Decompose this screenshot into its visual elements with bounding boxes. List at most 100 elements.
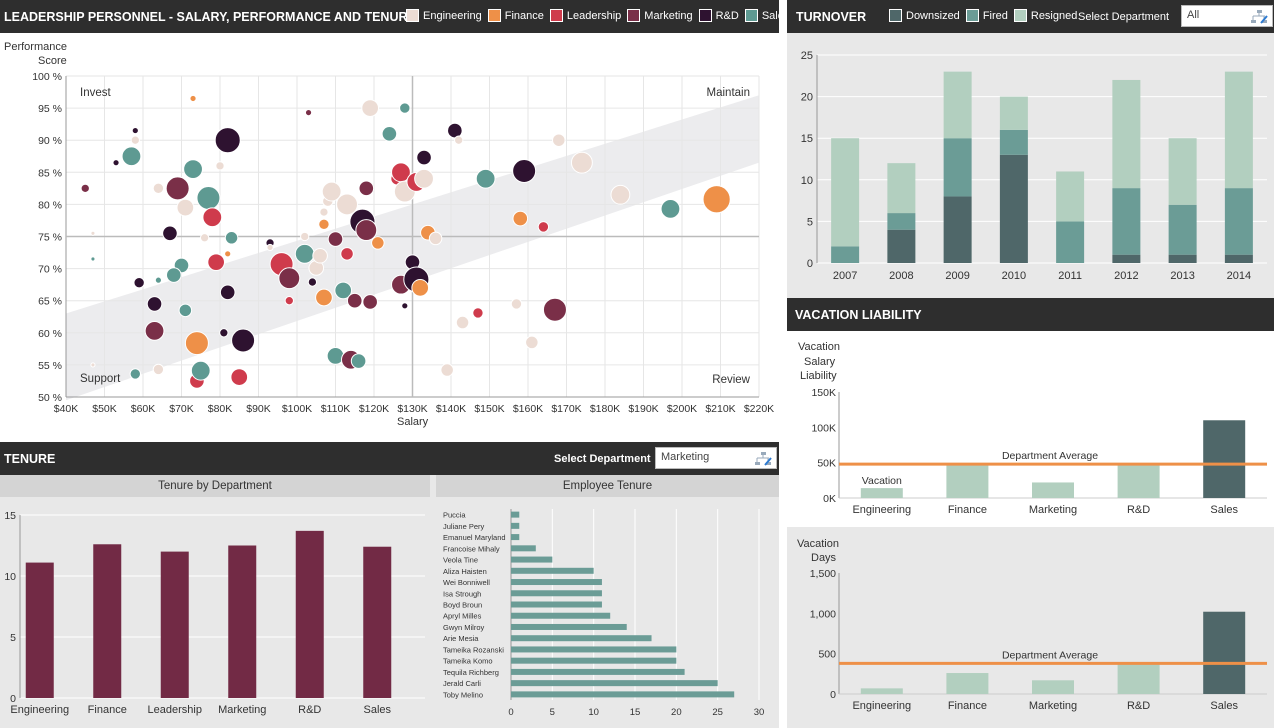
vacation_salary-y-tick: 100K [811, 422, 836, 434]
hierarchy-icon [755, 452, 772, 466]
turnover-chart: 0 5 10 15 20 25 2007 2008 2009 2010 2011 2012 2013 20… [801, 50, 1267, 282]
scatter-point [660, 198, 681, 219]
vacation_salary-x-tick: R&D [1127, 504, 1150, 516]
scatter-point [224, 231, 239, 245]
emp-name-label: Apryl Milles [443, 612, 482, 621]
turnover-legend-item[interactable]: Downsized [889, 9, 960, 22]
scatter-y-tick: 75 % [38, 232, 62, 244]
turnover-legend-item[interactable]: Fired [965, 9, 1008, 22]
scatter-x-tick: $40K [54, 403, 79, 415]
turnover-department-select[interactable]: All [1181, 5, 1273, 27]
scatter-point [358, 180, 375, 197]
employee-tenure-subtitle: Employee Tenure [436, 475, 779, 497]
scatter-point [321, 181, 342, 202]
turnover-bar-fired [1224, 188, 1253, 255]
scatter-y-tick: 85 % [38, 167, 62, 179]
scatter-y-tick: 70 % [38, 264, 62, 276]
turnover-bar-resigned [999, 96, 1028, 130]
scatter-point [165, 176, 190, 201]
vacation_days-bar [1032, 680, 1074, 694]
scatter-y-tick: 60 % [38, 328, 62, 340]
scatter-point [146, 296, 163, 312]
tenure-select-label: Select Department [554, 453, 651, 465]
scatter-point [362, 294, 378, 310]
emp-x-tick: 25 [712, 707, 723, 718]
tenure-panel: TENURE Select Department Marketing Tenur… [0, 442, 779, 728]
scatter-point [440, 363, 454, 377]
scatter-point [219, 328, 229, 338]
scatter-legend-item[interactable]: Engineering [406, 9, 482, 22]
scatter-point [129, 368, 142, 380]
emp-name-label: Francoise Mihaly [443, 544, 500, 553]
tenure-x-tick: R&D [298, 704, 321, 716]
scatter-point [315, 288, 333, 307]
scatter-legend-item[interactable]: Marketing [627, 9, 693, 22]
scatter-point [570, 151, 593, 174]
scatter-point [340, 247, 354, 261]
scatter-point [131, 126, 139, 135]
emp-name-label: Gwyn Milroy [443, 623, 485, 632]
vacation-bar-annotation: Vacation [862, 475, 902, 487]
emp-bar [511, 567, 594, 574]
scatter-point [219, 284, 236, 301]
scatter-point [525, 335, 539, 350]
scatter-point [399, 102, 411, 114]
scatter-x-tick: $80K [208, 403, 233, 415]
quadrant-label-support: Support [80, 373, 121, 385]
emp-name-label: Emanuel Maryland [443, 533, 506, 542]
emp-bar [511, 668, 685, 675]
scatter-point [214, 127, 241, 154]
turnover-x-tick: 2007 [833, 270, 857, 282]
scatter-point [336, 193, 358, 216]
vacation_days-bar [1117, 664, 1160, 694]
turnover-bar-resigned [1168, 138, 1197, 205]
emp-bar [511, 590, 602, 597]
emp-bar [511, 534, 520, 541]
emp-name-label: Aliza Haisten [443, 567, 487, 576]
vacation-days-chart: 0 500 1,000 1,500 Engineering Finance Marketin… [810, 568, 1267, 712]
turnover-header: TURNOVER Downsized Fired Resigned Select D… [787, 0, 1274, 33]
vacation_salary-y-tick: 150K [811, 387, 836, 399]
scatter-point [381, 125, 398, 142]
scatter-point [189, 94, 197, 103]
scatter-x-tick: $60K [131, 403, 156, 415]
scatter-y-tick: 95 % [38, 103, 62, 115]
legend-label: Finance [504, 9, 544, 22]
scatter-point [428, 231, 443, 246]
scatter-legend-item[interactable]: Leadership [549, 9, 621, 22]
scatter-y-tick: 65 % [38, 296, 62, 308]
scatter-point [183, 159, 203, 179]
tenure-bar [363, 546, 392, 698]
legend-swatch [549, 9, 563, 22]
scatter-point [371, 236, 385, 250]
employee-tenure-chart: 0 5 10 15 20 25 30 Puccia Juliane Pery Emanuel Ma… [443, 509, 764, 718]
turnover-legend-item[interactable]: Resigned [1013, 9, 1078, 22]
scatter-x-tick: $70K [169, 403, 194, 415]
scatter-point [202, 207, 223, 228]
emp-x-tick: 15 [630, 707, 641, 718]
turnover-bar-downsized [999, 154, 1028, 263]
vacation-salary-ylabel-1: Vacation [798, 341, 840, 353]
emp-x-tick: 20 [671, 707, 682, 718]
legend-label: Resigned [1030, 9, 1078, 22]
vacation_salary-bar [1117, 464, 1160, 498]
scatter-legend-item[interactable]: R&D [698, 9, 739, 22]
tenure-by-dept-subtitle: Tenure by Department [0, 475, 430, 497]
emp-bar [511, 522, 520, 529]
scatter-point [334, 281, 353, 300]
scatter-y-tick: 55 % [38, 360, 62, 372]
scatter-legend-item[interactable]: Finance [487, 9, 544, 22]
legend-swatch [627, 9, 641, 22]
scatter-point [215, 161, 225, 171]
turnover-bar-fired [887, 213, 916, 230]
vacation_days-y-tick: 1,500 [810, 568, 836, 580]
emp-name-label: Tameika Rozanski [443, 645, 504, 654]
legend-label: R&D [715, 9, 739, 22]
scatter-point [152, 182, 165, 195]
tenure-department-select[interactable]: Marketing [655, 447, 777, 469]
legend-label: Engineering [423, 9, 482, 22]
emp-bar [511, 579, 602, 586]
scatter-point [166, 267, 182, 283]
vacation_salary-x-tick: Marketing [1029, 504, 1077, 516]
scatter-point [475, 168, 496, 189]
